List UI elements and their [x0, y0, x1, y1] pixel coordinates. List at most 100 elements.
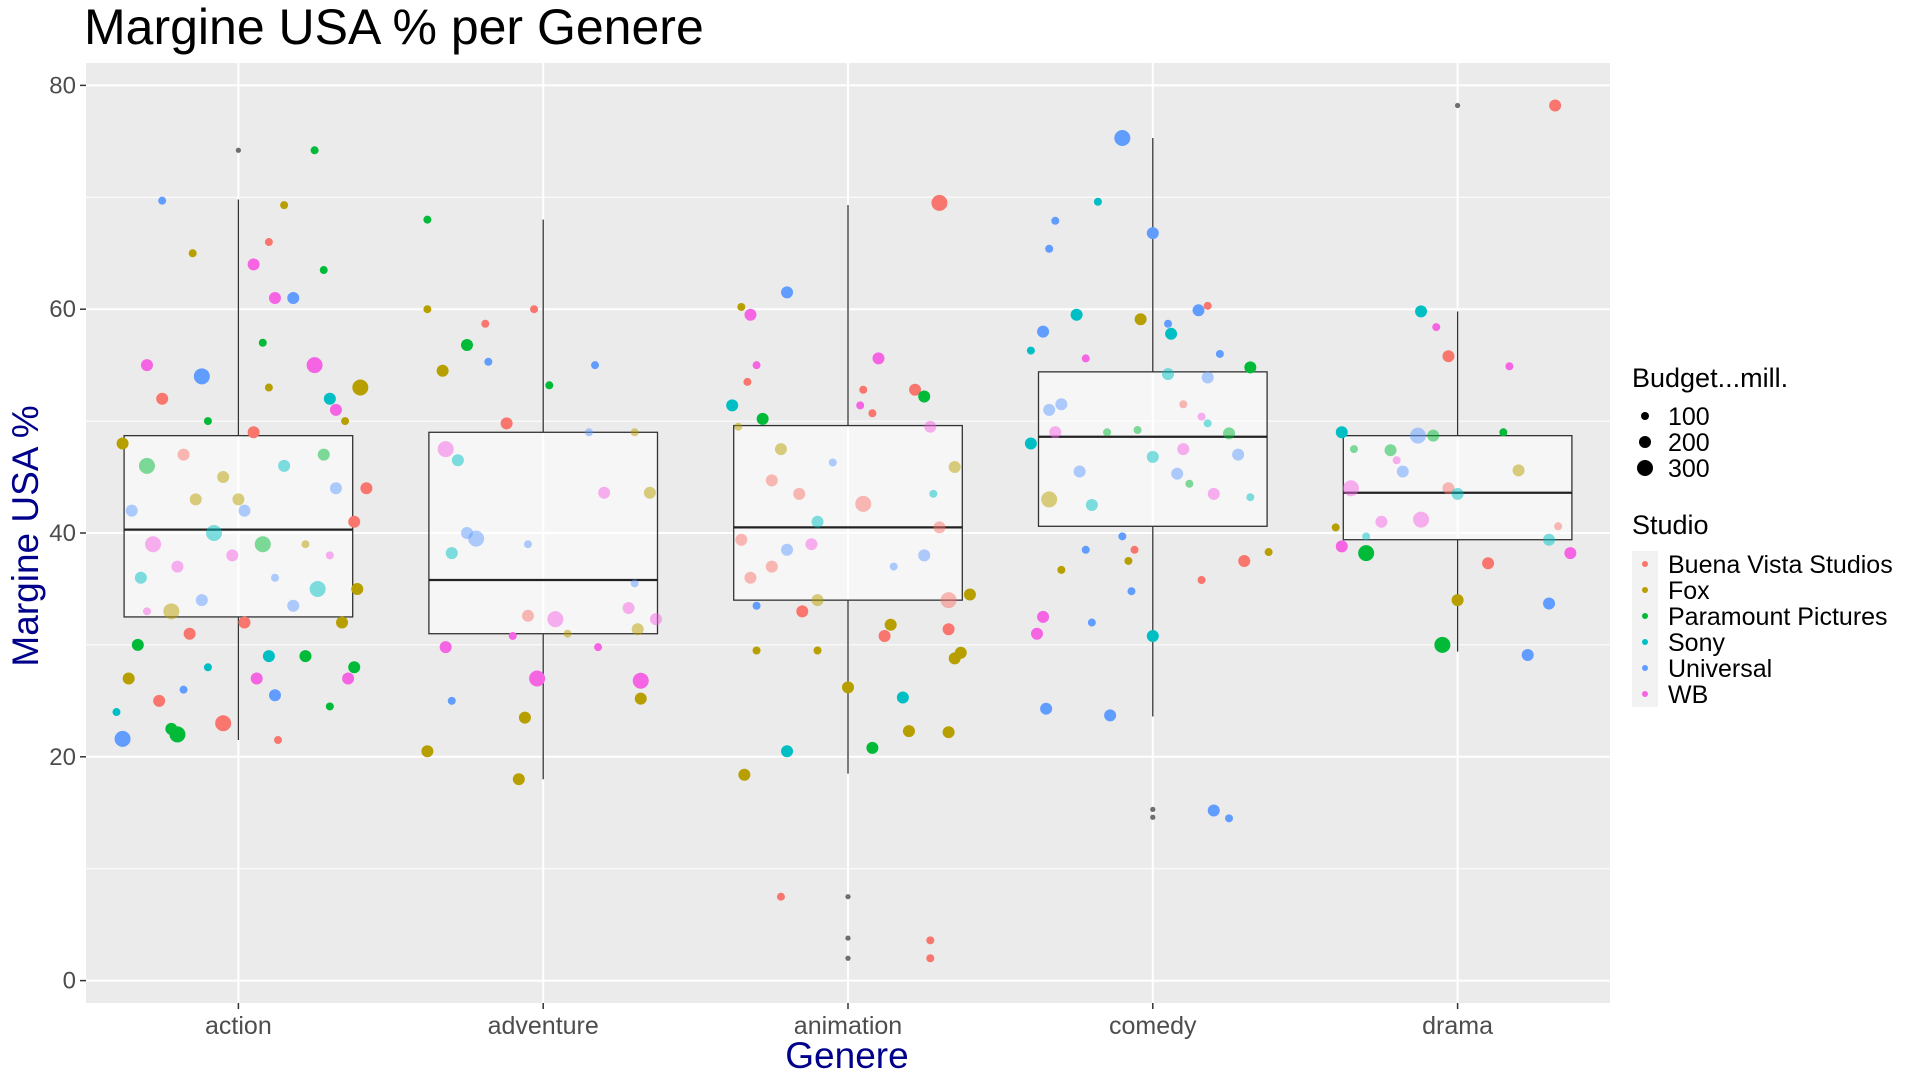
- data-point: [752, 601, 761, 610]
- data-point: [1358, 545, 1375, 562]
- data-point: [112, 708, 121, 717]
- color-legend-label: Paramount Pictures: [1668, 603, 1888, 631]
- data-point: [1549, 99, 1562, 112]
- data-point: [287, 599, 300, 612]
- data-point: [1134, 313, 1147, 326]
- data-point: [171, 560, 184, 573]
- data-point: [942, 623, 955, 636]
- outlier-point: [1150, 814, 1156, 820]
- data-point: [598, 486, 611, 499]
- data-point: [735, 533, 748, 546]
- box-iqr: [733, 424, 963, 601]
- data-point: [508, 631, 517, 640]
- data-point: [183, 627, 196, 640]
- size-legend-label: 300: [1668, 455, 1710, 483]
- data-point: [643, 486, 656, 499]
- data-point: [902, 725, 915, 738]
- data-point: [584, 428, 593, 437]
- data-point: [1335, 540, 1348, 553]
- data-point: [856, 401, 865, 410]
- data-point: [726, 399, 739, 412]
- y-tick-label: 20: [49, 744, 76, 771]
- data-point: [781, 286, 794, 299]
- data-point: [940, 592, 957, 609]
- data-point: [461, 527, 473, 539]
- data-point: [1244, 361, 1257, 374]
- data-point: [142, 607, 151, 616]
- data-point: [1073, 465, 1086, 478]
- data-point: [1434, 636, 1451, 653]
- color-legend-key: [1642, 561, 1648, 567]
- data-point: [1037, 325, 1050, 338]
- outlier-point: [845, 935, 851, 941]
- data-point: [1185, 479, 1194, 488]
- color-legend-key: [1642, 587, 1648, 593]
- data-point: [918, 390, 931, 403]
- data-point: [140, 359, 153, 372]
- data-point: [1362, 532, 1371, 541]
- data-point: [1564, 547, 1577, 560]
- data-point: [796, 605, 809, 618]
- data-point: [264, 383, 273, 392]
- data-point: [325, 702, 334, 711]
- data-point: [523, 540, 532, 549]
- data-point: [805, 538, 818, 551]
- data-point: [177, 448, 190, 461]
- data-point: [254, 536, 271, 553]
- data-point: [896, 691, 909, 704]
- data-point: [348, 515, 361, 528]
- data-point: [1093, 197, 1102, 206]
- data-point: [765, 474, 778, 487]
- data-point: [563, 629, 572, 638]
- data-point: [250, 672, 263, 685]
- data-point: [518, 711, 531, 724]
- data-point: [138, 457, 155, 474]
- data-point: [963, 588, 976, 601]
- data-point: [341, 417, 350, 426]
- size-legend-label: 200: [1668, 429, 1710, 457]
- data-point: [1118, 532, 1127, 541]
- data-point: [1499, 428, 1508, 437]
- data-point: [866, 741, 879, 754]
- data-point: [317, 448, 330, 461]
- data-point: [1162, 368, 1175, 381]
- color-legend-label: Fox: [1668, 577, 1710, 605]
- data-point: [484, 357, 493, 366]
- data-point: [1026, 346, 1035, 355]
- data-point: [1085, 499, 1098, 512]
- data-point: [1057, 565, 1066, 574]
- data-point: [1049, 426, 1062, 439]
- data-point: [329, 403, 342, 416]
- data-point: [274, 736, 283, 745]
- data-point: [325, 551, 334, 560]
- data-point: [738, 768, 751, 781]
- data-point: [622, 601, 635, 614]
- data-point: [423, 215, 432, 224]
- data-point: [203, 663, 212, 672]
- data-point: [744, 571, 757, 584]
- box-iqr: [1037, 371, 1268, 527]
- outlier-point: [845, 894, 851, 900]
- data-point: [306, 357, 323, 374]
- boxplot-drama: [1342, 102, 1573, 652]
- data-point: [125, 504, 138, 517]
- data-point: [868, 409, 877, 418]
- data-point: [217, 471, 230, 484]
- data-point: [299, 650, 312, 663]
- data-point: [855, 495, 872, 512]
- data-point: [811, 515, 824, 528]
- data-point: [889, 562, 898, 571]
- data-point: [163, 603, 180, 620]
- data-point: [1232, 448, 1245, 461]
- outlier-point: [845, 955, 851, 961]
- x-axis-label: Genere: [785, 1035, 908, 1076]
- data-point: [734, 422, 743, 431]
- data-point: [329, 482, 342, 495]
- data-point: [1342, 480, 1359, 497]
- data-point: [530, 305, 539, 314]
- color-legend-label: WB: [1668, 681, 1708, 709]
- data-point: [1225, 814, 1233, 823]
- data-point: [1396, 465, 1409, 478]
- data-point: [481, 319, 490, 328]
- data-point: [1192, 304, 1205, 317]
